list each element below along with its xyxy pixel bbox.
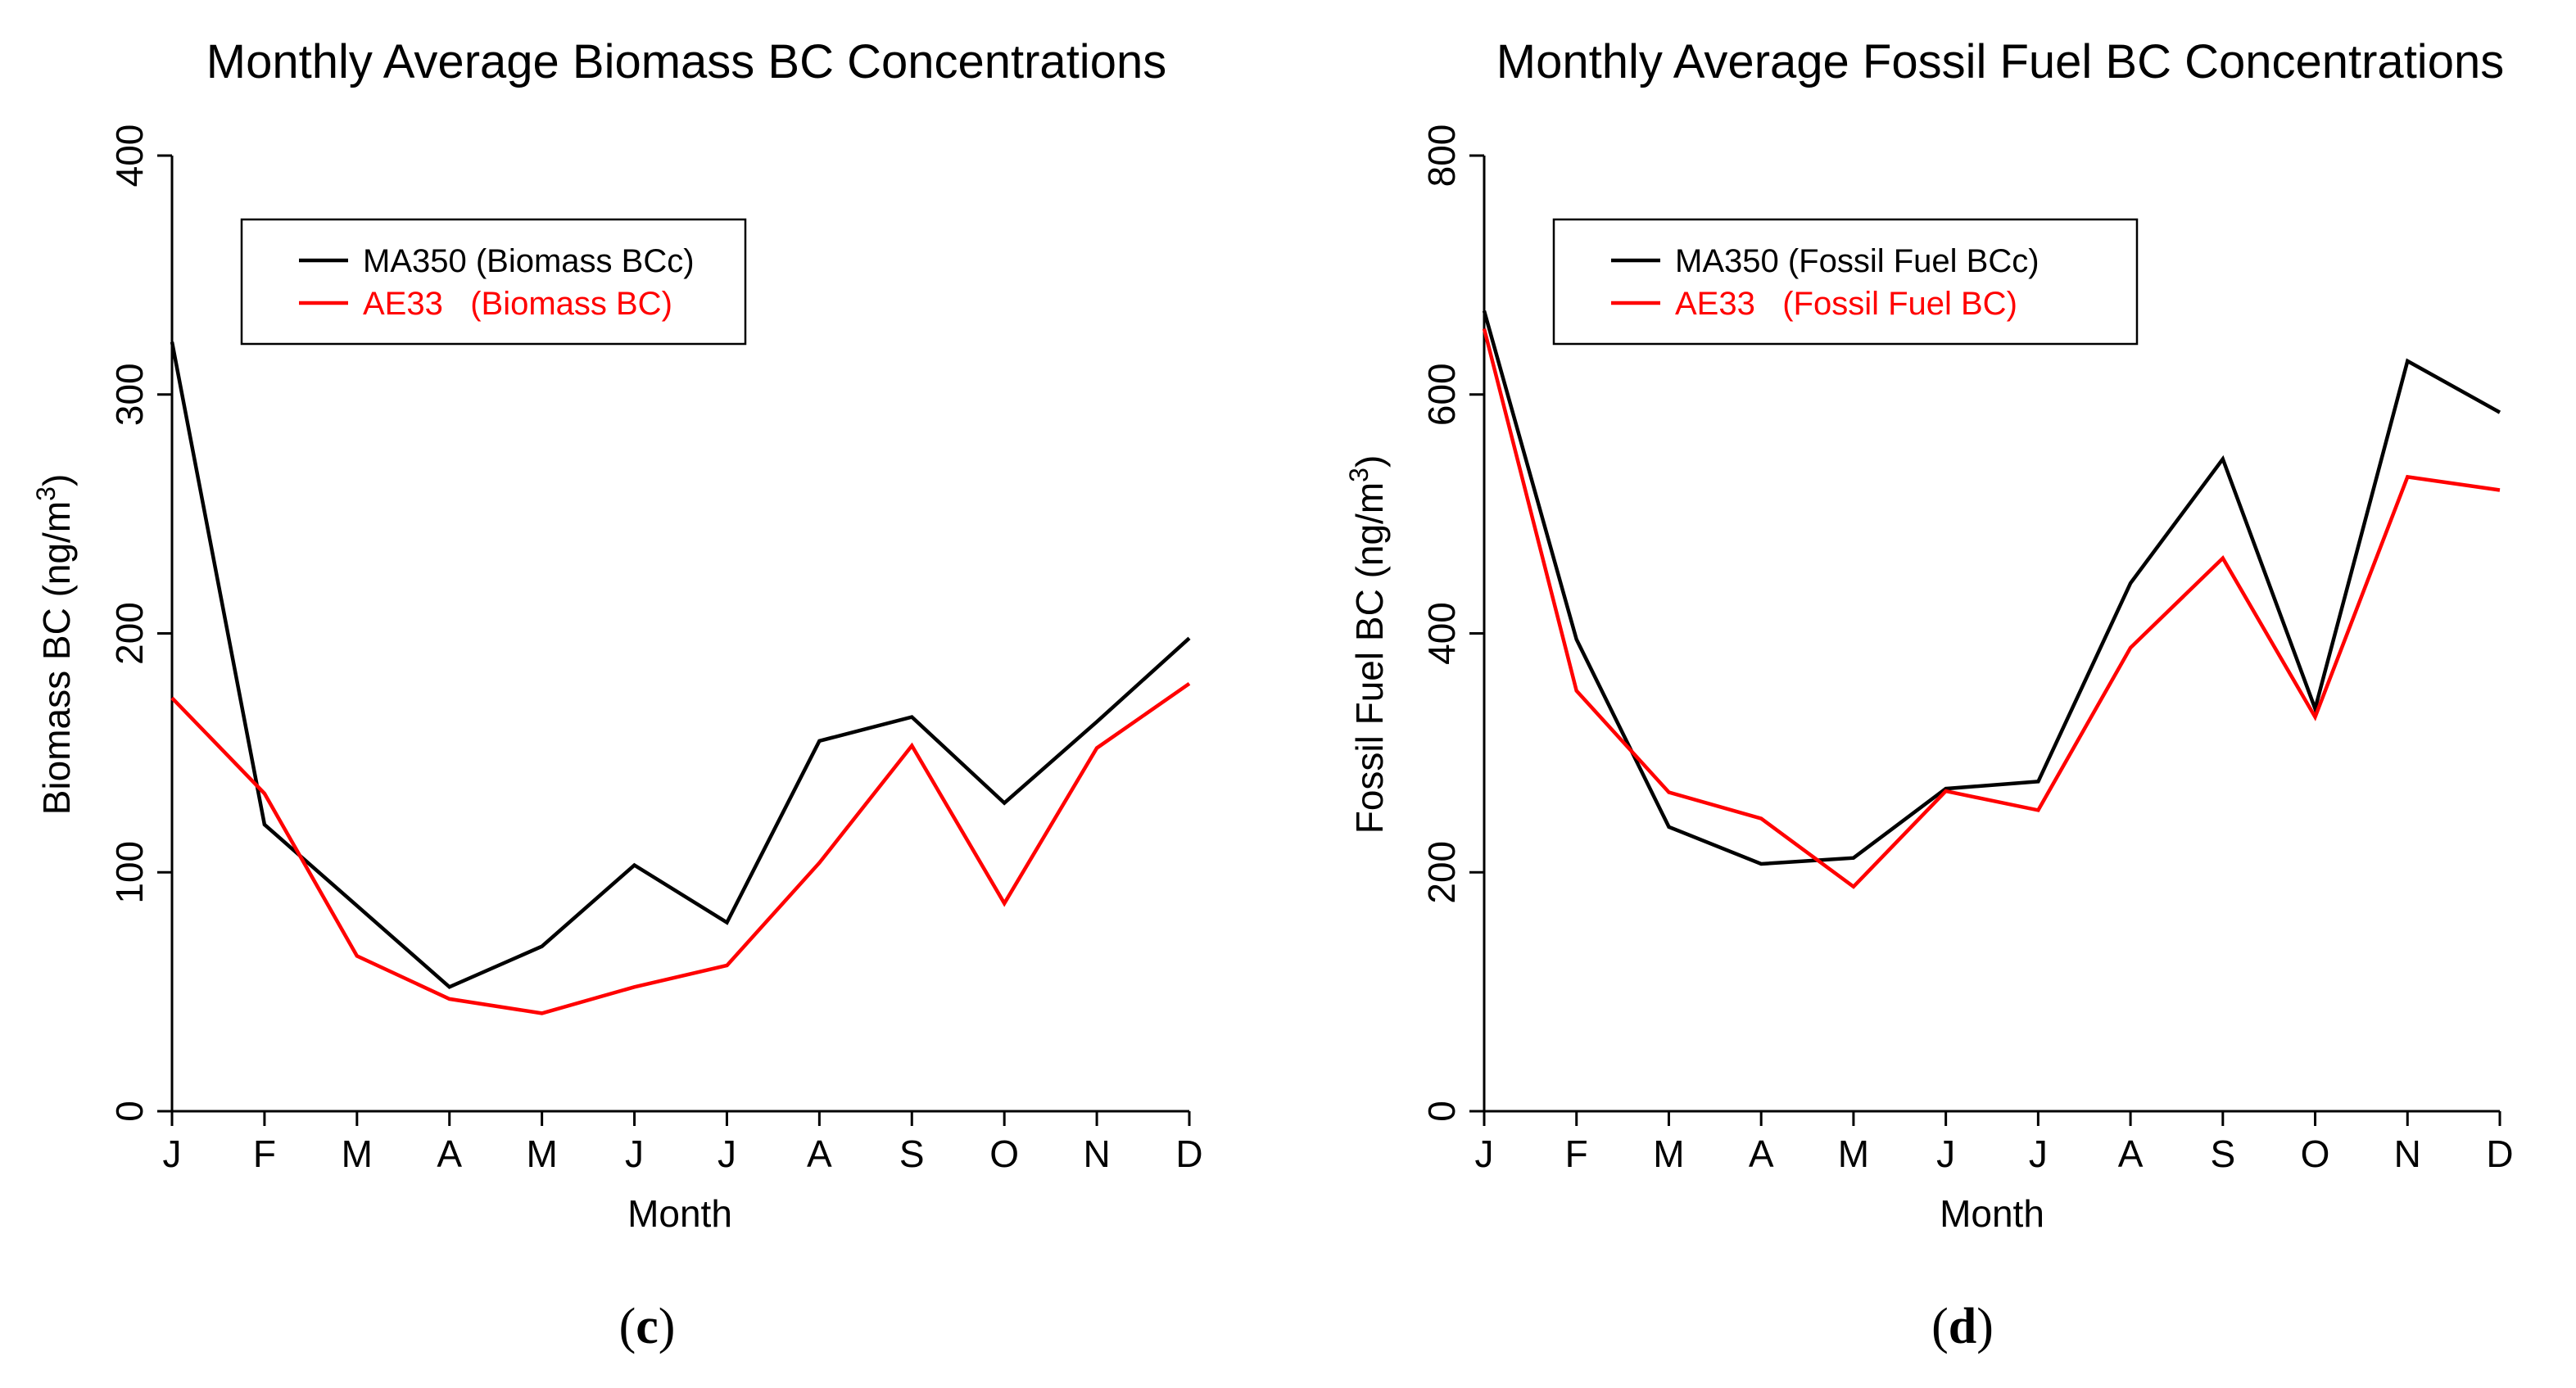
x-tick-label: A	[437, 1133, 462, 1175]
x-tick-label: J	[1475, 1133, 1494, 1175]
legend: MA350 (Fossil Fuel BCc) AE33 (Fossil Fuel…	[1552, 218, 2139, 346]
chart-title: Monthly Average Biomass BC Concentration…	[206, 35, 1166, 88]
y-tick-label: 200	[1420, 841, 1463, 904]
series-line-ae33	[1482, 328, 2501, 889]
x-tick-label: O	[2301, 1133, 2330, 1175]
x-tick-label: D	[1175, 1133, 1202, 1175]
y-axis-label: Fossil Fuel BC (ng/m3)	[1344, 455, 1391, 834]
x-tick-label: J	[163, 1133, 182, 1175]
x-tick-label: M	[526, 1133, 557, 1175]
x-tick-label: M	[1838, 1133, 1869, 1175]
y-tick-label: 600	[1420, 363, 1463, 426]
panel-caption-open: (	[619, 1299, 636, 1354]
panel-caption-letter: d	[1949, 1299, 1976, 1354]
chart-panel-biomass: Monthly Average Biomass BC Concentration…	[31, 35, 1203, 1354]
panel-caption: (c)	[619, 1299, 676, 1354]
chart-title: Monthly Average Fossil Fuel BC Concentra…	[1496, 35, 2504, 88]
x-tick-label: N	[1083, 1133, 1110, 1175]
x-axis-label: Month	[627, 1192, 732, 1235]
x-tick-label: J	[625, 1133, 644, 1175]
series-line-ma350	[170, 341, 1191, 989]
legend-label: MA350 (Fossil Fuel BCc)	[1675, 243, 2040, 279]
y-tick-label: 100	[108, 841, 151, 904]
x-tick-label: J	[1936, 1133, 1955, 1175]
x-axis-label: Month	[1940, 1192, 2044, 1235]
y-tick-label: 400	[108, 124, 151, 188]
y-axis-label-suffix: )	[1348, 455, 1391, 468]
y-axis-label-text: Biomass BC (ng/m	[35, 501, 78, 815]
x-tick-label: F	[253, 1133, 276, 1175]
y-tick-label: 200	[108, 602, 151, 665]
y-axis-label-suffix: )	[35, 474, 78, 486]
x-tick-label: S	[899, 1133, 925, 1175]
x-tick-label: A	[2118, 1133, 2144, 1175]
chart-panel-fossil-fuel: Monthly Average Fossil Fuel BC Concentra…	[1344, 35, 2514, 1354]
x-tick-label: F	[1565, 1133, 1588, 1175]
legend-label: AE33 (Biomass BC)	[363, 286, 672, 322]
panel-caption: (d)	[1931, 1299, 1994, 1354]
x-tick-label: J	[2029, 1133, 2048, 1175]
series-line-ma350	[1482, 310, 2501, 866]
y-tick-label: 400	[1420, 602, 1463, 665]
x-tick-label: M	[1653, 1133, 1684, 1175]
y-tick-label: 0	[1420, 1101, 1463, 1122]
x-tick-label: D	[2486, 1133, 2513, 1175]
x-tick-label: J	[718, 1133, 736, 1175]
legend-box	[240, 218, 747, 346]
panel-caption-letter: c	[636, 1299, 659, 1354]
legend-label: MA350 (Biomass BCc)	[363, 243, 695, 279]
x-tick-label: O	[989, 1133, 1019, 1175]
y-axis-label-superscript: 3	[31, 486, 61, 501]
x-tick-label: M	[342, 1133, 373, 1175]
y-axis-label-text: Fossil Fuel BC (ng/m	[1348, 482, 1391, 834]
y-tick-label: 800	[1420, 124, 1463, 188]
legend-label: AE33 (Fossil Fuel BC)	[1675, 286, 2017, 322]
panel-caption-close: )	[1976, 1299, 1994, 1354]
panel-caption-open: (	[1931, 1299, 1949, 1354]
y-tick-label: 0	[108, 1101, 151, 1122]
y-axis-label: Biomass BC (ng/m3)	[31, 474, 78, 816]
legend-box	[1552, 218, 2139, 346]
x-tick-label: A	[1749, 1133, 1774, 1175]
x-tick-label: A	[807, 1133, 832, 1175]
x-tick-label: N	[2394, 1133, 2421, 1175]
series-line-ae33	[170, 681, 1191, 1015]
y-axis-label-superscript: 3	[1344, 468, 1374, 482]
x-tick-label: S	[2210, 1133, 2235, 1175]
panel-caption-close: )	[659, 1299, 676, 1354]
y-tick-label: 300	[108, 363, 151, 426]
plot-area: J F M A M J J A S O N D 0 200 400 600 800	[1420, 124, 2514, 1175]
plot-area: J F M A M J J A S O N D 0 100 200 300 400	[108, 124, 1203, 1175]
legend: MA350 (Biomass BCc) AE33 (Biomass BC)	[240, 218, 747, 346]
